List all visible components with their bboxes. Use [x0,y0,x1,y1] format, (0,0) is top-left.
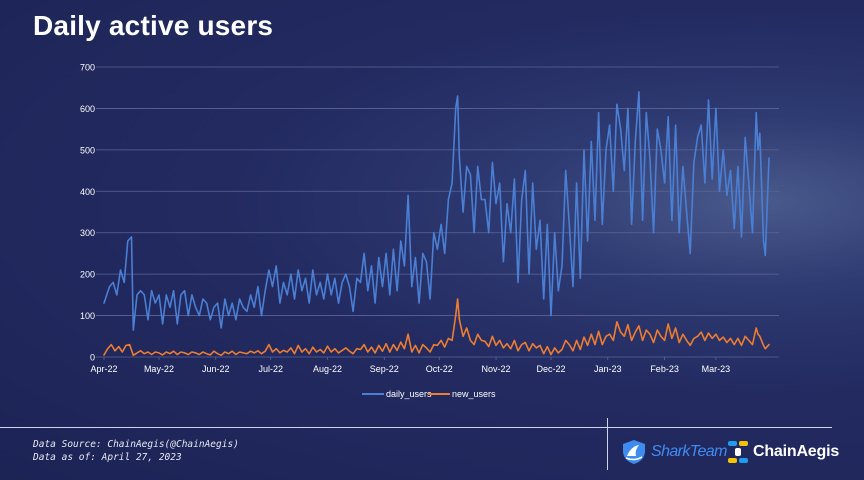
shark-shield-icon [623,440,645,464]
chainaegis-logo-text: ChainAegis [753,443,840,460]
x-tick-label: Jan-23 [594,364,622,374]
sharkteam-logo-text: SharkTeam [651,443,727,460]
y-tick-label: 400 [80,187,95,197]
y-tick-label: 600 [80,104,95,114]
x-tick-label: Jun-22 [202,364,230,374]
x-tick-label: Dec-22 [536,364,565,374]
x-tick-label: Oct-22 [426,364,453,374]
data-date-text: Data as of: April 27, 2023 [33,452,182,463]
data-source-text: Data Source: ChainAegis(@ChainAegis) [33,439,239,450]
chart-legend: daily_users new_users [362,389,496,399]
page-title: Daily active users [33,10,274,41]
chainaegis-logo: ChainAegis [727,440,839,464]
series-line-daily-users [103,91,770,331]
y-tick-label: 100 [80,311,95,321]
chart-area: 0 100 200 300 400 500 600 700 Apr-22 May-22 Jun-2… [80,63,779,399]
x-tick-label: Aug-22 [313,364,342,374]
x-axis-tick-labels: Apr-22 May-22 Jun-22 Jul-22 Aug-22 Sep-22 Oct-… [90,357,730,374]
legend-label-daily-users: daily_users [386,389,432,399]
y-tick-label: 200 [80,270,95,280]
chainaegis-mark-icon [728,441,748,463]
footer-divider [0,427,832,428]
x-tick-label: Sep-22 [370,364,399,374]
x-tick-label: Mar-23 [702,364,731,374]
y-tick-label: 700 [80,63,95,73]
x-tick-label: Apr-22 [90,364,117,374]
y-axis-tick-labels: 0 100 200 300 400 500 600 700 [80,63,95,363]
y-tick-label: 0 [90,353,95,363]
legend-label-new-users: new_users [452,389,496,399]
series-line-new-users [103,298,770,357]
y-tick-label: 500 [80,145,95,155]
y-tick-label: 300 [80,228,95,238]
data-source-note: Data Source: ChainAegis(@ChainAegis) Dat… [33,438,239,464]
x-tick-label: May-22 [144,364,174,374]
x-tick-label: Nov-22 [482,364,511,374]
sharkteam-logo: SharkTeam [621,439,727,465]
x-tick-label: Jul-22 [258,364,283,374]
footer-vertical-divider [607,418,608,470]
chart-series [103,91,770,357]
x-tick-label: Feb-23 [650,364,679,374]
